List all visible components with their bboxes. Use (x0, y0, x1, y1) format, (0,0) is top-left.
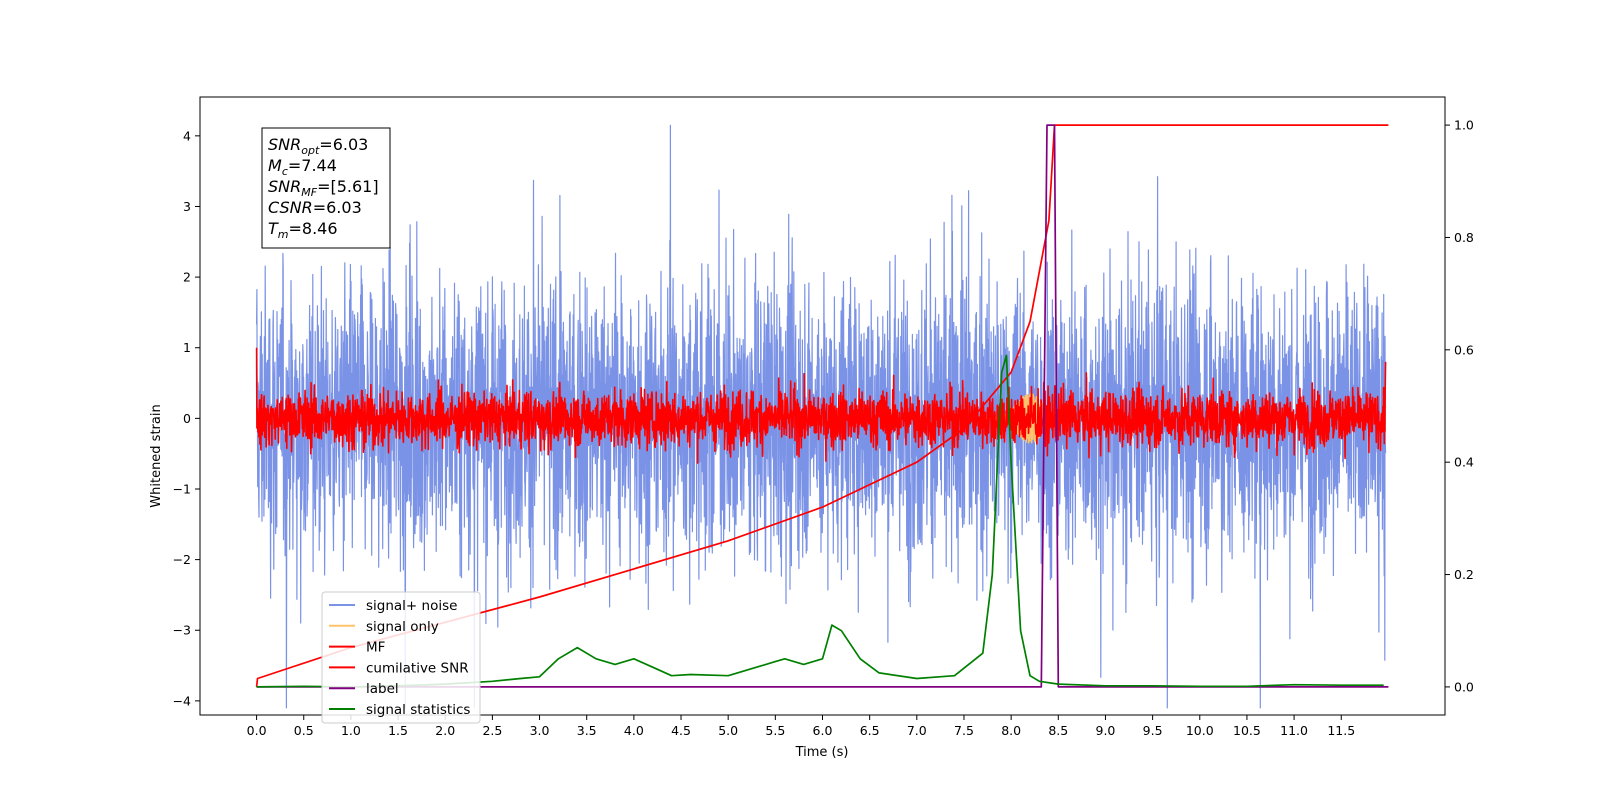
x-tick-label: 8.0 (1001, 723, 1021, 738)
y-axis-left: 4 3 2 1 0 −1 −2 −3 −4 (173, 128, 200, 708)
legend: signal+ noise signal only MF cumilative SNR… (322, 592, 480, 723)
x-tick-label: 11.5 (1327, 723, 1355, 738)
x-tick-label: 5.5 (765, 723, 785, 738)
stats-annotation-box: SNRopt=6.03Mc=7.44SNRMF=[5.61]CSNR=6.03T… (262, 128, 390, 248)
legend-label: signal only (366, 619, 439, 635)
x-tick-label: 8.5 (1048, 723, 1068, 738)
legend-label: signal+ noise (366, 598, 457, 614)
x-tick-label: 7.0 (907, 723, 927, 738)
annotation-line: CSNR=6.03 (268, 198, 362, 217)
y-right-tick-label: 0.0 (1454, 679, 1474, 694)
y-axis-right: 1.0 0.8 0.6 0.4 0.2 0.0 (1445, 118, 1474, 695)
x-tick-label: 6.0 (813, 723, 833, 738)
x-tick-label: 7.5 (954, 723, 974, 738)
y-tick-label: 0 (183, 411, 191, 426)
legend-label: signal statistics (366, 702, 470, 718)
x-tick-label: 4.5 (671, 723, 691, 738)
x-tick-label: 3.0 (530, 723, 550, 738)
y-tick-label: −3 (173, 623, 191, 638)
legend-label: cumilative SNR (366, 660, 469, 676)
y-right-tick-label: 0.2 (1454, 567, 1474, 582)
legend-label: MF (366, 640, 385, 656)
x-tick-label: 9.0 (1096, 723, 1116, 738)
x-tick-label: 1.5 (388, 723, 408, 738)
x-tick-label: 4.0 (624, 723, 644, 738)
x-tick-label: 11.0 (1280, 723, 1308, 738)
x-tick-label: 5.0 (718, 723, 738, 738)
x-tick-label: 0.5 (294, 723, 314, 738)
x-tick-label: 10.0 (1186, 723, 1214, 738)
y-right-tick-label: 0.8 (1454, 230, 1474, 245)
y-tick-label: 4 (183, 128, 191, 143)
y-right-tick-label: 1.0 (1454, 118, 1474, 133)
annotation-line: SNRMF=[5.61] (268, 177, 379, 199)
x-tick-label: 9.5 (1143, 723, 1163, 738)
y-tick-label: −1 (173, 481, 191, 496)
x-tick-label: 10.5 (1233, 723, 1261, 738)
x-tick-label: 0.0 (247, 723, 267, 738)
y-tick-label: 1 (183, 340, 191, 355)
y-right-tick-label: 0.6 (1454, 342, 1474, 357)
x-axis-title: Time (s) (795, 745, 849, 760)
y-tick-label: −2 (173, 552, 191, 567)
x-tick-label: 2.5 (482, 723, 502, 738)
annotation-line: Mc=7.44 (268, 156, 337, 178)
x-tick-label: 2.0 (435, 723, 455, 738)
y-tick-label: −4 (173, 693, 191, 708)
y-right-tick-label: 0.4 (1454, 455, 1474, 470)
x-tick-label: 1.0 (341, 723, 361, 738)
legend-label: label (366, 681, 399, 697)
y-axis-title: Whitened strain (149, 404, 164, 507)
x-tick-label: 6.5 (860, 723, 880, 738)
x-tick-label: 3.5 (577, 723, 597, 738)
y-tick-label: 3 (183, 199, 191, 214)
y-tick-label: 2 (183, 270, 191, 285)
